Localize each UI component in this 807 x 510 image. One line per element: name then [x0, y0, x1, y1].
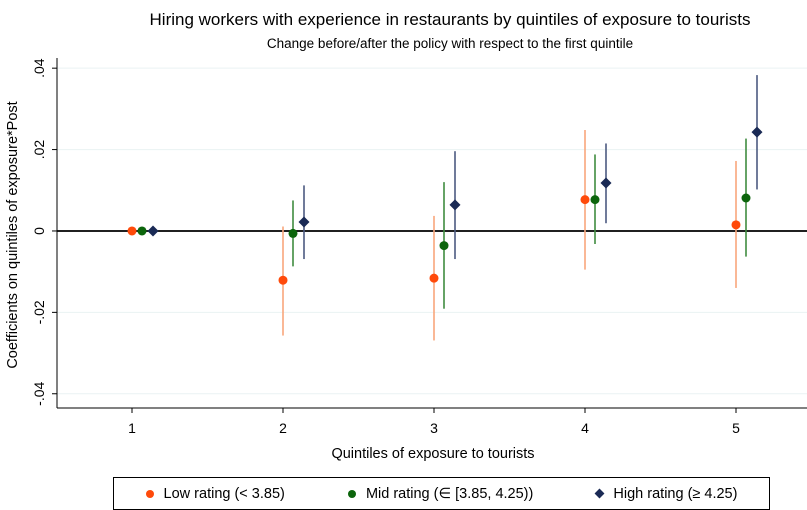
point-marker [580, 195, 590, 205]
chart-subtitle: Change before/after the policy with resp… [266, 36, 634, 51]
legend-item-mid: Mid rating (∈ [3.85, 4.25)) [347, 485, 534, 502]
point-marker [449, 199, 461, 211]
legend-label-low: Low rating (< 3.85) [163, 485, 285, 502]
legend-circle-marker-low [145, 489, 154, 498]
x-tick-label: 3 [430, 420, 438, 436]
x-ticks: 1 2 3 4 5 [128, 408, 740, 436]
x-tick-label: 2 [279, 420, 287, 436]
point-marker [439, 241, 449, 251]
y-tick-label: -.02 [31, 300, 47, 324]
x-tick-label: 4 [581, 420, 589, 436]
legend-diamond-marker-high [594, 488, 605, 499]
gridlines [57, 67, 807, 395]
point-marker [147, 225, 159, 237]
y-tick-label: 0 [31, 227, 47, 235]
legend-item-high: High rating (≥ 4.25) [594, 485, 738, 502]
legend-circle-marker-mid [347, 489, 356, 498]
x-tick-label: 5 [732, 420, 740, 436]
x-tick-label: 1 [128, 420, 136, 436]
y-axis-label: Coefficients on quintiles of exposure*Po… [5, 101, 21, 368]
point-marker [590, 195, 600, 205]
legend-label-high: High rating (≥ 4.25) [613, 485, 738, 502]
chart-title: Hiring workers with experience in restau… [149, 10, 751, 29]
point-marker [731, 220, 741, 230]
legend: Low rating (< 3.85) Mid rating (∈ [3.85,… [113, 477, 770, 510]
legend-item-low: Low rating (< 3.85) [145, 485, 285, 502]
point-marker [127, 226, 137, 236]
x-axis-label: Quintiles of exposure to tourists [331, 446, 534, 462]
y-ticks: -.04 -.02 0 .02 .04 [31, 58, 57, 406]
point-estimates [127, 126, 763, 285]
point-marker [751, 126, 763, 138]
y-tick-label: .04 [31, 58, 47, 78]
confidence-intervals [282, 75, 758, 341]
point-marker [429, 273, 439, 283]
point-marker [741, 193, 751, 203]
y-tick-label: -.04 [31, 381, 47, 405]
point-marker [278, 275, 288, 285]
point-marker [137, 226, 147, 236]
point-marker [298, 216, 310, 228]
point-marker [600, 177, 612, 189]
y-tick-label: .02 [31, 140, 47, 160]
point-marker [288, 228, 298, 238]
legend-label-mid: Mid rating (∈ [3.85, 4.25)) [365, 485, 534, 502]
